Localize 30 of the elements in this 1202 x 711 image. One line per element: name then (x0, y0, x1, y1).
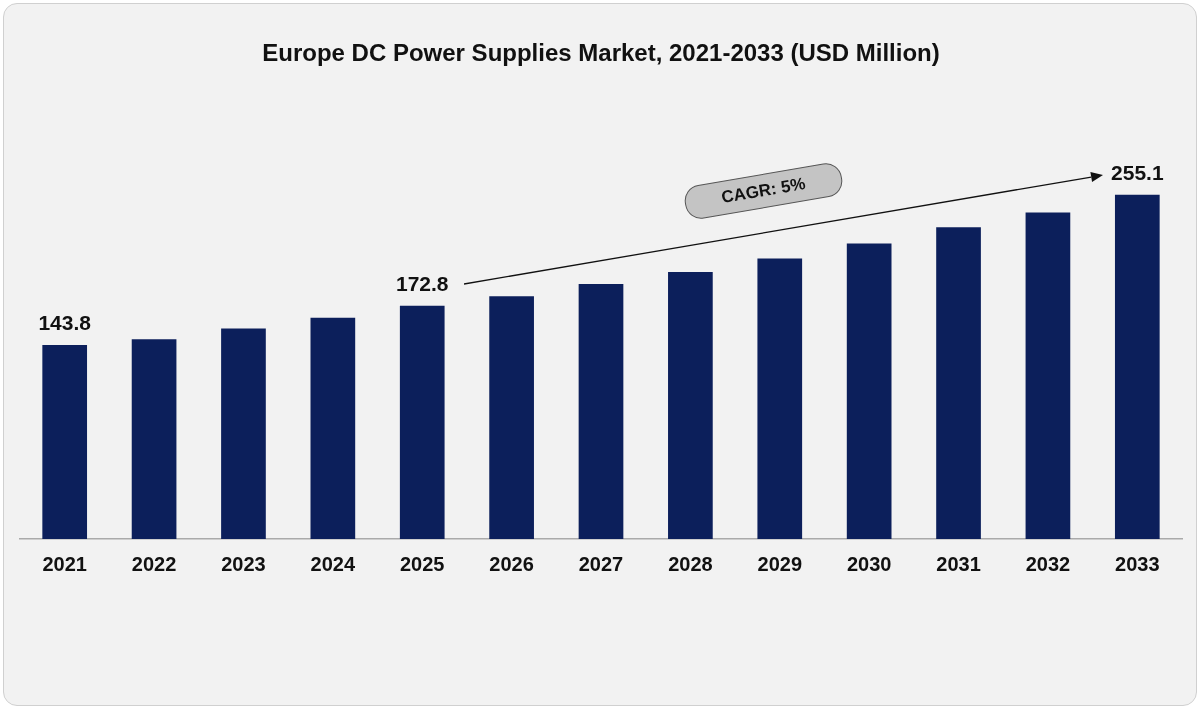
x-tick-label: 2029 (757, 552, 803, 575)
x-tick-label: 2026 (489, 552, 534, 575)
bar (668, 271, 713, 539)
bar (936, 227, 981, 539)
bar (42, 345, 88, 539)
data-label: 172.8 (395, 272, 449, 296)
bar (846, 243, 892, 539)
bar (1025, 212, 1071, 539)
x-tick-label: 2033 (1115, 552, 1160, 575)
bar (757, 258, 803, 539)
bar (131, 339, 177, 539)
x-tick-label: 2024 (310, 552, 356, 575)
x-tick-label: 2032 (1025, 552, 1071, 575)
x-tick-label: 2022 (131, 552, 177, 575)
x-tick-label: 2030 (846, 552, 892, 575)
x-tick-label: 2023 (221, 552, 266, 575)
x-tick-label: 2021 (42, 552, 87, 575)
chart-title: Europe DC Power Supplies Market, 2021-2033 (USD Million) (262, 39, 940, 67)
data-label: 255.1 (1111, 161, 1164, 185)
bar (399, 305, 445, 539)
bar (1114, 194, 1160, 539)
bar (578, 284, 624, 539)
bar (489, 296, 534, 539)
bar (310, 317, 356, 539)
x-tick-label: 2027 (578, 552, 624, 575)
bar (221, 328, 266, 539)
x-tick-label: 2031 (936, 552, 981, 575)
x-tick-label: 2025 (399, 552, 445, 575)
data-label: 143.8 (38, 311, 92, 335)
x-tick-label: 2028 (668, 552, 713, 575)
